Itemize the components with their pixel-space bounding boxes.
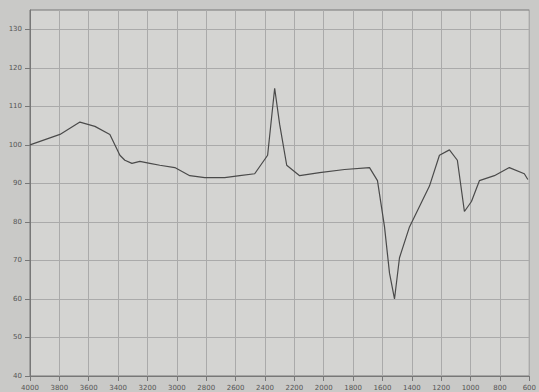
svg-text:2000: 2000	[315, 384, 333, 392]
svg-text:3400: 3400	[109, 384, 127, 392]
svg-text:50: 50	[13, 333, 22, 341]
svg-text:1000: 1000	[462, 384, 480, 392]
svg-text:600: 600	[523, 384, 536, 392]
svg-text:800: 800	[493, 384, 506, 392]
svg-text:60: 60	[13, 295, 22, 303]
svg-text:3800: 3800	[50, 384, 68, 392]
svg-text:120: 120	[9, 64, 22, 72]
svg-text:80: 80	[13, 218, 22, 226]
svg-text:3000: 3000	[168, 384, 186, 392]
svg-text:3600: 3600	[80, 384, 98, 392]
svg-text:2800: 2800	[197, 384, 215, 392]
svg-text:4000: 4000	[21, 384, 39, 392]
svg-text:2400: 2400	[256, 384, 274, 392]
svg-text:40: 40	[13, 372, 22, 380]
svg-text:1800: 1800	[344, 384, 362, 392]
svg-text:90: 90	[13, 179, 22, 187]
svg-text:1200: 1200	[432, 384, 450, 392]
svg-text:100: 100	[9, 141, 22, 149]
svg-text:70: 70	[13, 256, 22, 264]
svg-text:3200: 3200	[139, 384, 157, 392]
svg-text:110: 110	[9, 102, 22, 110]
svg-text:130: 130	[9, 25, 22, 33]
svg-text:2600: 2600	[227, 384, 245, 392]
svg-text:2200: 2200	[285, 384, 303, 392]
svg-text:1400: 1400	[403, 384, 421, 392]
svg-text:1600: 1600	[374, 384, 392, 392]
